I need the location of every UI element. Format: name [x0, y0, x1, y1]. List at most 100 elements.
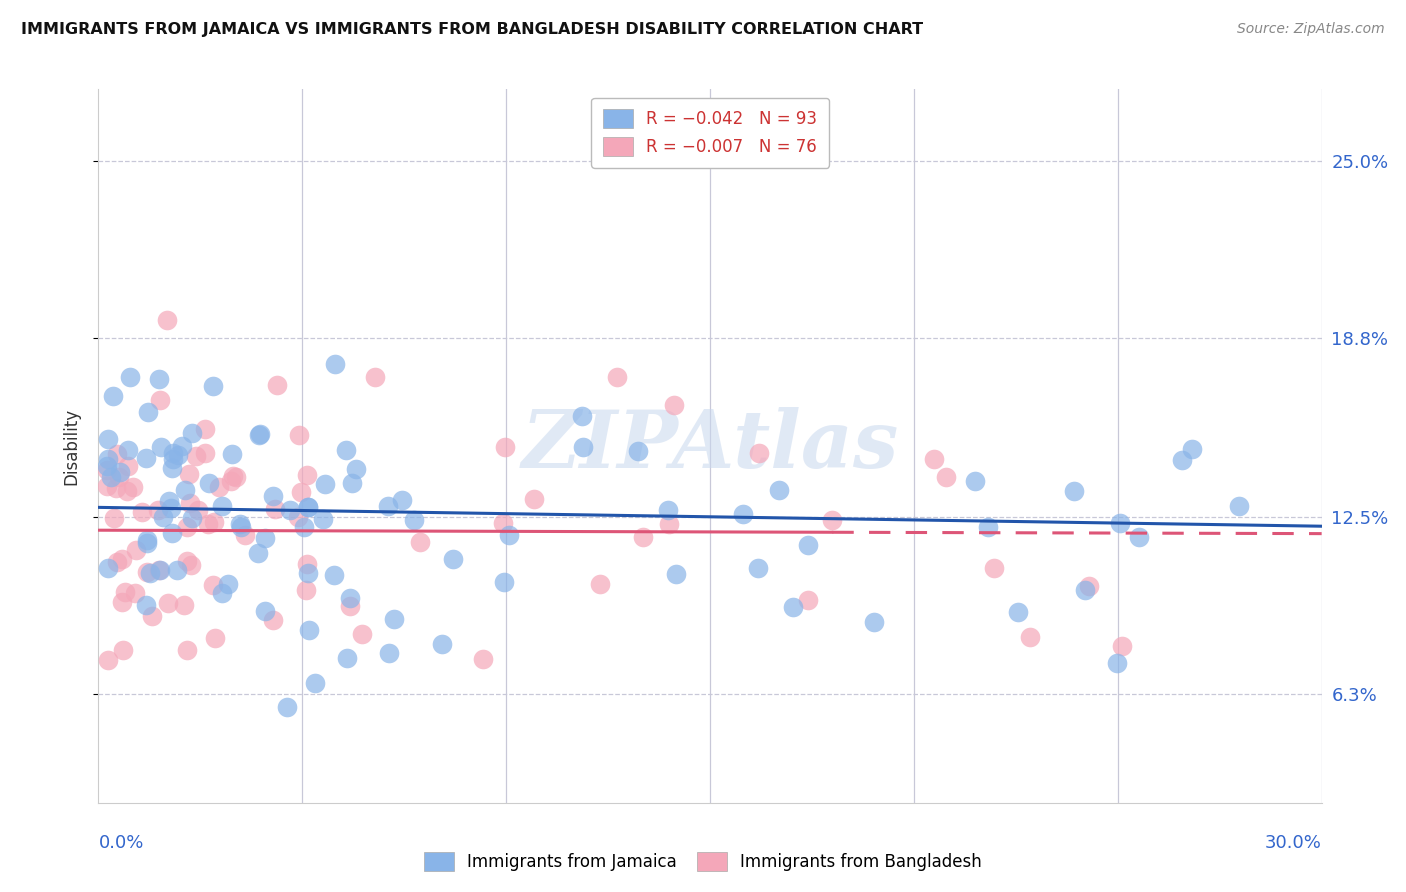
Point — [862, 615, 884, 629]
Point — [264, 502, 287, 516]
Point — [606, 369, 628, 384]
Point — [179, 496, 201, 510]
Point — [149, 440, 172, 454]
Point — [180, 425, 202, 440]
Point — [201, 577, 224, 591]
Point — [202, 379, 225, 393]
Point — [391, 493, 413, 508]
Point — [1063, 483, 1085, 498]
Point — [492, 575, 515, 590]
Point — [983, 561, 1005, 575]
Point — [96, 463, 118, 477]
Point — [96, 458, 118, 473]
Point — [571, 409, 593, 423]
Point — [160, 461, 183, 475]
Point — [108, 465, 131, 479]
Point — [136, 405, 159, 419]
Point — [523, 491, 546, 506]
Point — [103, 511, 125, 525]
Point — [146, 503, 169, 517]
Point — [589, 576, 612, 591]
Point — [217, 577, 239, 591]
Point — [157, 596, 180, 610]
Point — [1227, 500, 1250, 514]
Point — [378, 646, 401, 660]
Point — [977, 520, 1000, 534]
Point — [173, 598, 195, 612]
Text: 0.0%: 0.0% — [98, 834, 143, 852]
Point — [208, 480, 231, 494]
Point — [312, 511, 335, 525]
Legend: Immigrants from Jamaica, Immigrants from Bangladesh: Immigrants from Jamaica, Immigrants from… — [416, 843, 990, 880]
Y-axis label: Disability: Disability — [62, 408, 80, 484]
Point — [1128, 530, 1150, 544]
Point — [402, 513, 425, 527]
Text: Source: ZipAtlas.com: Source: ZipAtlas.com — [1237, 22, 1385, 37]
Point — [135, 450, 157, 465]
Point — [176, 643, 198, 657]
Point — [139, 566, 162, 580]
Point — [294, 583, 316, 598]
Point — [498, 528, 520, 542]
Point — [197, 516, 219, 531]
Point — [172, 439, 194, 453]
Text: 30.0%: 30.0% — [1265, 834, 1322, 852]
Point — [198, 475, 221, 490]
Point — [180, 511, 202, 525]
Point — [443, 551, 465, 566]
Point — [115, 483, 138, 498]
Point — [364, 369, 387, 384]
Point — [658, 516, 681, 531]
Point — [108, 470, 131, 484]
Point — [1018, 630, 1040, 644]
Point — [187, 503, 209, 517]
Point — [335, 443, 357, 458]
Point — [339, 599, 361, 613]
Point — [377, 499, 399, 513]
Point — [135, 598, 157, 612]
Point — [117, 458, 139, 473]
Point — [633, 530, 655, 544]
Point — [221, 447, 243, 461]
Point — [665, 566, 688, 581]
Point — [254, 531, 277, 545]
Point — [97, 653, 120, 667]
Point — [731, 507, 754, 521]
Point — [304, 676, 326, 690]
Text: ZIPAtlas: ZIPAtlas — [522, 408, 898, 484]
Point — [1171, 452, 1194, 467]
Point — [768, 483, 790, 497]
Point — [292, 519, 315, 533]
Point — [965, 474, 987, 488]
Point — [323, 357, 346, 371]
Point — [298, 624, 321, 638]
Point — [111, 552, 134, 566]
Point — [186, 449, 208, 463]
Point — [135, 536, 157, 550]
Point — [166, 449, 188, 463]
Point — [122, 480, 145, 494]
Point — [148, 371, 170, 385]
Point — [408, 535, 430, 549]
Point — [1007, 605, 1029, 619]
Point — [152, 509, 174, 524]
Point — [249, 427, 271, 442]
Point — [295, 557, 318, 571]
Point — [297, 566, 319, 581]
Point — [432, 637, 454, 651]
Text: IMMIGRANTS FROM JAMAICA VS IMMIGRANTS FROM BANGLADESH DISABILITY CORRELATION CHA: IMMIGRANTS FROM JAMAICA VS IMMIGRANTS FR… — [21, 22, 924, 37]
Point — [141, 609, 163, 624]
Point — [266, 377, 288, 392]
Point — [228, 517, 250, 532]
Point — [155, 313, 177, 327]
Point — [747, 561, 769, 575]
Point — [162, 452, 184, 467]
Point — [290, 485, 312, 500]
Point — [382, 612, 405, 626]
Point — [287, 510, 309, 524]
Point — [100, 470, 122, 484]
Point — [627, 444, 650, 458]
Point — [280, 503, 302, 517]
Point — [276, 700, 298, 714]
Point — [336, 650, 359, 665]
